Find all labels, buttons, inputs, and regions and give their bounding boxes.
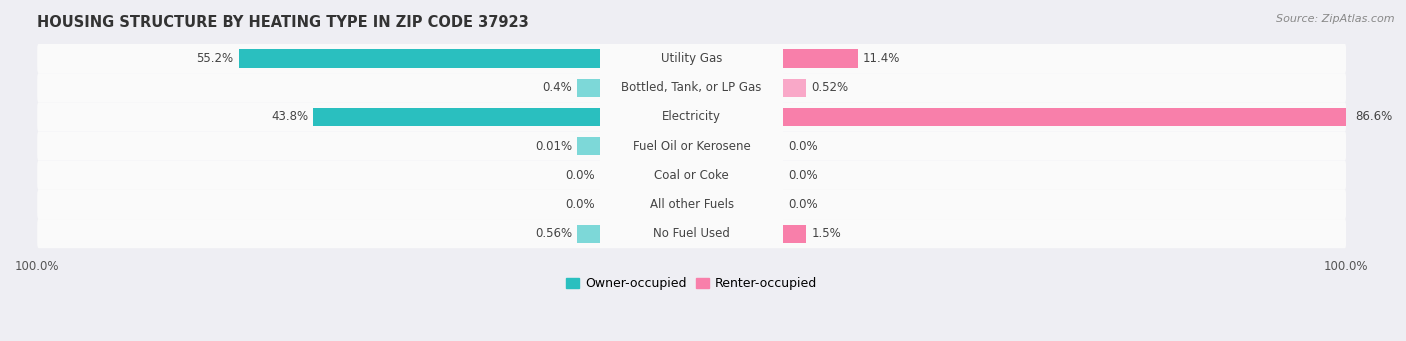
Bar: [600, 44, 783, 73]
Text: Electricity: Electricity: [662, 110, 721, 123]
Text: 0.0%: 0.0%: [565, 169, 595, 182]
FancyBboxPatch shape: [37, 161, 1346, 190]
Bar: [576, 79, 692, 97]
Bar: [600, 190, 783, 219]
Text: HOUSING STRUCTURE BY HEATING TYPE IN ZIP CODE 37923: HOUSING STRUCTURE BY HEATING TYPE IN ZIP…: [37, 15, 529, 30]
Text: 43.8%: 43.8%: [271, 110, 308, 123]
FancyBboxPatch shape: [37, 73, 1346, 102]
FancyBboxPatch shape: [37, 132, 1346, 161]
Text: 0.0%: 0.0%: [565, 198, 595, 211]
Bar: [600, 161, 783, 190]
Text: Fuel Oil or Kerosene: Fuel Oil or Kerosene: [633, 139, 751, 152]
Bar: [600, 219, 783, 248]
Text: 0.0%: 0.0%: [789, 169, 818, 182]
FancyBboxPatch shape: [37, 44, 1346, 73]
Text: All other Fuels: All other Fuels: [650, 198, 734, 211]
Text: 11.4%: 11.4%: [863, 52, 900, 65]
Bar: [576, 225, 692, 243]
Text: Coal or Coke: Coal or Coke: [654, 169, 730, 182]
Bar: [600, 102, 783, 132]
Bar: [692, 108, 1350, 126]
Text: 0.01%: 0.01%: [534, 139, 572, 152]
Text: Source: ZipAtlas.com: Source: ZipAtlas.com: [1277, 14, 1395, 24]
Text: 0.4%: 0.4%: [543, 81, 572, 94]
Bar: [692, 79, 806, 97]
Text: No Fuel Used: No Fuel Used: [654, 227, 730, 240]
Text: Utility Gas: Utility Gas: [661, 52, 723, 65]
Bar: [600, 73, 783, 102]
FancyBboxPatch shape: [37, 102, 1346, 132]
Bar: [576, 137, 692, 155]
Bar: [692, 49, 858, 68]
Bar: [692, 225, 806, 243]
Text: 86.6%: 86.6%: [1355, 110, 1392, 123]
Text: 0.56%: 0.56%: [534, 227, 572, 240]
Bar: [239, 49, 692, 68]
Bar: [600, 132, 783, 161]
Bar: [314, 108, 692, 126]
FancyBboxPatch shape: [37, 219, 1346, 248]
Text: 0.0%: 0.0%: [789, 139, 818, 152]
Text: 55.2%: 55.2%: [197, 52, 233, 65]
Legend: Owner-occupied, Renter-occupied: Owner-occupied, Renter-occupied: [561, 272, 823, 295]
FancyBboxPatch shape: [37, 190, 1346, 219]
Text: 0.0%: 0.0%: [789, 198, 818, 211]
Text: 0.52%: 0.52%: [811, 81, 849, 94]
Text: 1.5%: 1.5%: [811, 227, 841, 240]
Text: Bottled, Tank, or LP Gas: Bottled, Tank, or LP Gas: [621, 81, 762, 94]
